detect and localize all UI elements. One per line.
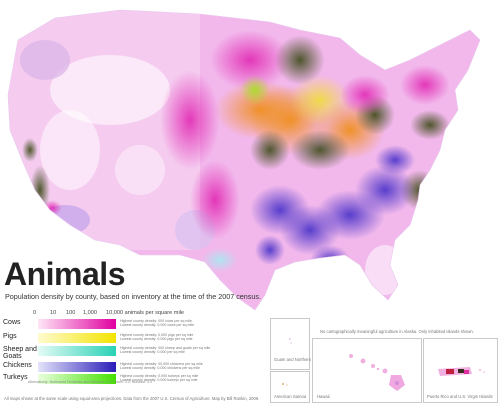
- legend-bar-chickens: [38, 362, 116, 372]
- scale-tick-0: 0: [33, 310, 37, 316]
- inset-samoa-label: American Samoa: [274, 394, 307, 399]
- legend-label-pigs: Pigs: [3, 333, 17, 340]
- legend-row-cows: Cows Highest county density: 000 cows pe…: [0, 318, 260, 334]
- hawaii-islands-shape: [349, 354, 405, 391]
- inset-puerto-rico-label: Puerto Rico and U.S. Virgin Islands: [427, 394, 493, 399]
- legend-label-cows: Cows: [3, 319, 21, 326]
- map-subtitle: Population density by county, based on i…: [5, 292, 261, 301]
- legend-note-sheep-goats: Highest county density: 000 sheep and go…: [120, 346, 240, 355]
- legend-bar-pigs: [38, 333, 116, 343]
- legend-row-turkeys: Turkeys Highest county density: 0,000 tu…: [0, 373, 260, 389]
- inset-hawaii: Hawaii: [312, 338, 422, 403]
- legend-bar-sheep-goats: [38, 346, 116, 356]
- alaska-note: No cartographically meaningful agricultu…: [320, 329, 474, 334]
- legend-note-sheep-high: Highest county density: 000 sheep and go…: [120, 346, 211, 350]
- scale-tick-10: 10: [50, 310, 57, 316]
- samoa-islands-shape: [282, 383, 288, 386]
- map-title: Animals: [4, 256, 125, 292]
- scale-tick-100: 100: [66, 310, 76, 316]
- legend-row-chickens: Chickens Highest county density: 00,000 …: [0, 361, 260, 377]
- legend-note-chickens: Highest county density: 00,000 chickens …: [120, 362, 240, 371]
- legend-bar-turkeys: [38, 374, 116, 384]
- legend-note-cows-low: Lowest county density: 0.000 cows per sq…: [120, 323, 195, 328]
- legend-label-sheep-goats: Sheep and Goats: [3, 346, 37, 361]
- inset-hawaii-label: Hawaii: [317, 394, 330, 399]
- map-credit: All maps shown at the same scale using e…: [4, 396, 260, 401]
- inset-guam: Guam and Northern Marianas: [270, 318, 329, 370]
- density-scale: 0 10 100 1,000 10,000 animals per square…: [0, 305, 240, 319]
- inset-samoa: American Samoa: [270, 371, 310, 403]
- legend-note-pigs: Highest county density: 0,000 pigs per s…: [120, 333, 240, 342]
- legend-note-pigs-low: Lowest county density: 0.000 pigs per sq…: [120, 337, 193, 342]
- legend-footnote: Alternatively: Northwest Territories and…: [28, 380, 153, 384]
- legend-note-turkeys: Highest county density: 0,000 turkeys pe…: [120, 374, 240, 383]
- legend-note-cows-high: Highest county density: 000 cows per sq …: [120, 319, 192, 323]
- legend-note-pigs-high: Highest county density: 0,000 pigs per s…: [120, 333, 194, 337]
- puerto-rico-shape: [438, 367, 485, 376]
- legend-note-chickens-low: Lowest county density: 0.000 chickens pe…: [120, 366, 200, 371]
- legend-row-sheep-goats: Sheep and Goats Highest county density: …: [0, 345, 260, 361]
- scale-tick-1000: 1,000: [83, 310, 97, 316]
- legend-note-turkeys-high: Highest county density: 0,000 turkeys pe…: [120, 374, 199, 378]
- legend-note-sheep-low: Lowest county density: 0.000 per sq mile: [120, 350, 185, 355]
- guam-islands-shape: [289, 338, 292, 344]
- legend-label-turkeys: Turkeys: [3, 374, 28, 381]
- legend-row-pigs: Pigs Highest county density: 0,000 pigs …: [0, 332, 260, 348]
- legend-bar-cows: [38, 319, 116, 329]
- legend-note-chickens-high: Highest county density: 00,000 chickens …: [120, 362, 203, 366]
- legend-note-turkeys-low: Lowest county density: 0.000 turkeys per…: [120, 378, 198, 383]
- scale-tick-10000: 10,000 animals per square mile: [106, 310, 185, 316]
- inset-puerto-rico: Puerto Rico and U.S. Virgin Islands: [423, 338, 498, 403]
- inset-guam-label: Guam and Northern Marianas: [274, 357, 330, 362]
- legend-label-chickens: Chickens: [3, 362, 32, 369]
- legend-note-cows: Highest county density: 000 cows per sq …: [120, 319, 240, 328]
